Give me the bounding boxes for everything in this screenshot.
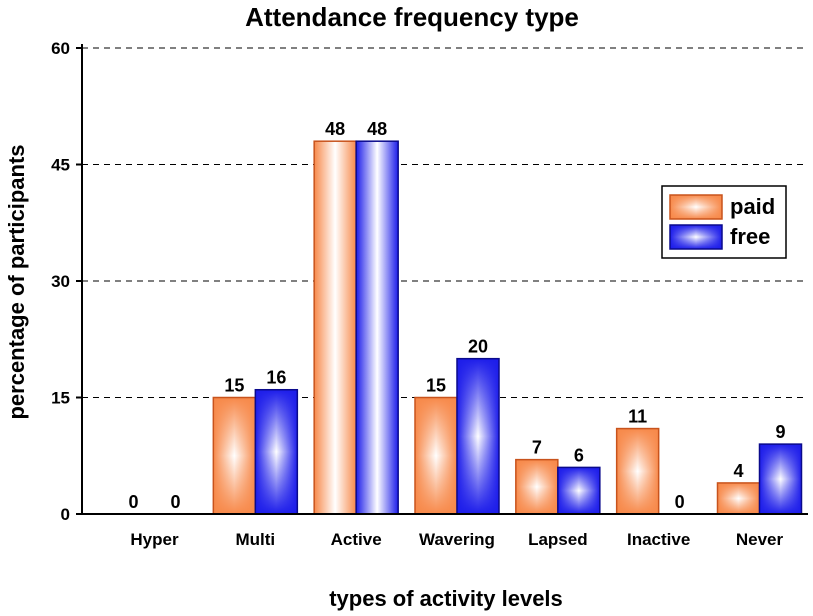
x-tick-label: Never — [736, 530, 784, 549]
bar-paid-inactive — [615, 427, 660, 515]
y-tick-label: 60 — [51, 39, 70, 58]
legend-swatch-free — [669, 224, 723, 250]
data-label-free: 6 — [574, 445, 584, 465]
axes — [76, 44, 808, 515]
swatch-shade — [670, 195, 722, 219]
x-axis-label: types of activity levels — [329, 586, 563, 611]
bar-paid-never — [716, 482, 761, 515]
x-tick-label: Lapsed — [528, 530, 588, 549]
swatch-outline — [669, 194, 723, 220]
bar-free-lapsed — [557, 466, 601, 515]
bar-fill — [356, 141, 399, 514]
chart-title: Attendance frequency type — [245, 2, 579, 32]
bar-free-active — [355, 140, 399, 515]
data-label-paid: 15 — [224, 376, 244, 396]
y-axis-label: percentage of participants — [4, 144, 29, 419]
legend-swatch-paid — [669, 194, 723, 220]
data-label-free: 16 — [266, 368, 286, 388]
x-tick-label: Inactive — [627, 530, 690, 549]
data-label-free: 0 — [170, 492, 180, 512]
legend: paid free — [661, 185, 787, 259]
swatch-shade — [670, 225, 722, 249]
x-tick-label: Active — [331, 530, 382, 549]
bar-paid-active — [313, 140, 357, 515]
bar-shade — [457, 358, 499, 514]
data-label-paid: 15 — [426, 376, 446, 396]
y-tick-label: 30 — [51, 272, 70, 291]
y-tick-label: 15 — [51, 389, 70, 408]
bar-shade — [557, 467, 600, 514]
bar-shade — [616, 428, 659, 514]
bar-free-never — [758, 443, 803, 515]
data-label-paid: 48 — [325, 119, 345, 139]
bar-fill — [314, 141, 357, 514]
bar-free-multi — [254, 388, 299, 515]
x-tick-label: Wavering — [419, 530, 495, 549]
bar-shade — [415, 397, 457, 514]
data-label-paid: 0 — [128, 492, 138, 512]
data-label-paid: 4 — [733, 461, 743, 481]
data-label-free: 0 — [675, 492, 685, 512]
bar-paid-wavering — [414, 396, 458, 515]
x-tick-label: Multi — [236, 530, 276, 549]
bar-shade — [255, 389, 298, 514]
data-label-paid: 11 — [628, 407, 647, 427]
y-tick-label: 45 — [51, 156, 70, 175]
bar-paid-lapsed — [515, 458, 559, 515]
legend-label-paid: paid — [730, 194, 775, 219]
y-tick-label: 0 — [61, 505, 70, 524]
data-label-free: 9 — [775, 422, 785, 442]
bar-shade — [717, 482, 760, 514]
legend-label-free: free — [730, 224, 770, 249]
bar-shade — [515, 459, 558, 514]
x-tick-label: Hyper — [130, 530, 179, 549]
swatch-outline — [669, 224, 723, 250]
bar-shade — [213, 397, 256, 514]
bar-shade — [759, 444, 802, 514]
data-label-free: 20 — [468, 337, 488, 357]
data-label-free: 48 — [367, 119, 387, 139]
data-label-paid: 7 — [532, 438, 542, 458]
bar-free-wavering — [456, 357, 500, 515]
bar-paid-multi — [212, 396, 257, 515]
